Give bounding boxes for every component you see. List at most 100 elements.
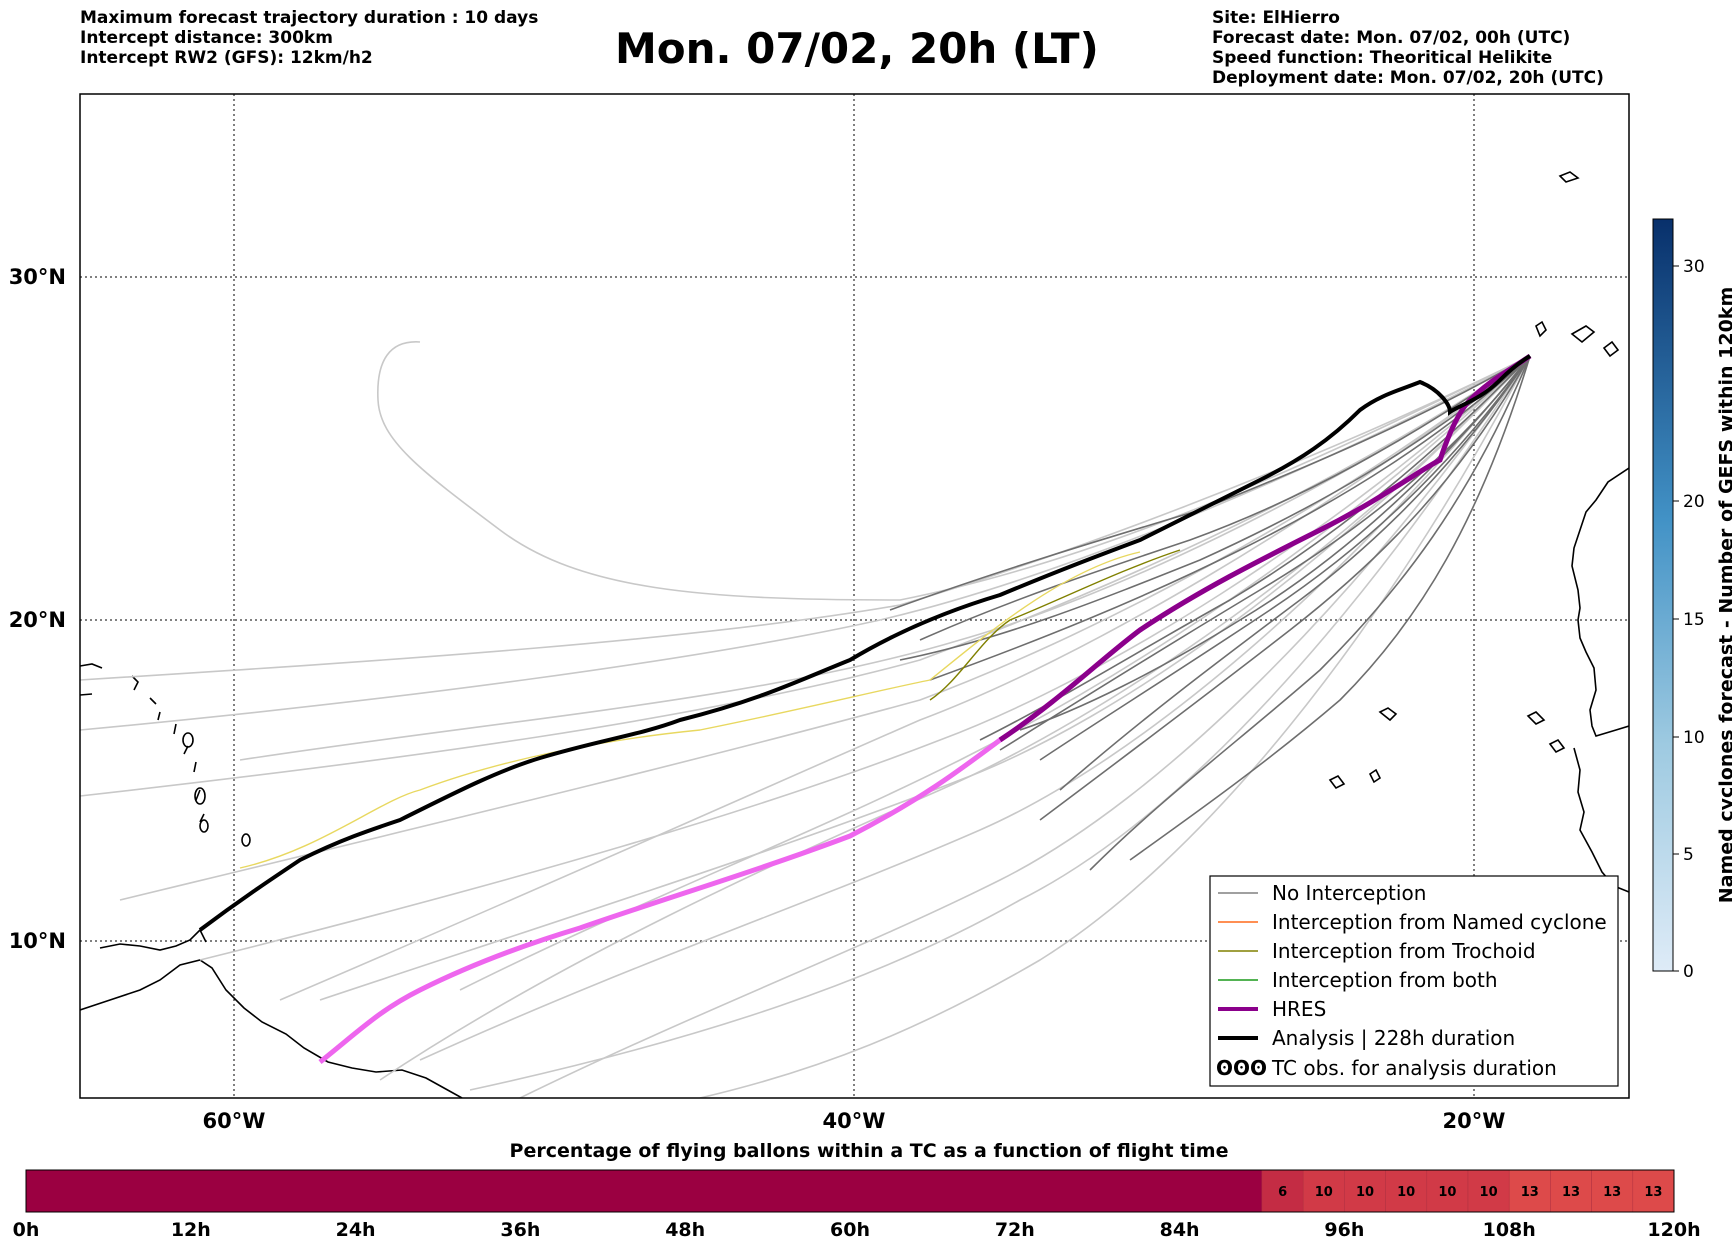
trajectory — [279, 355, 1531, 1001]
island-guadeloupe — [182, 732, 194, 748]
lat-tick-20n: 20°N — [9, 608, 66, 632]
trajectory — [1019, 355, 1531, 731]
flight-bar-segment — [1632, 1169, 1675, 1213]
flight-bar-value-label: 10 — [1480, 1185, 1498, 1200]
colorbar-tick-5: 5 — [1683, 845, 1694, 865]
flight-time-tick-label: 84h — [1160, 1219, 1200, 1241]
legend-swatch-tc-obs: ʘʘʘ — [1216, 1056, 1267, 1080]
trajectory — [1089, 355, 1531, 871]
legend-label-hres: HRES — [1272, 997, 1326, 1021]
flight-time-tick-label: 48h — [665, 1219, 705, 1241]
site-text: Site: ElHierro — [1212, 8, 1340, 28]
page-title: Mon. 07/02, 20h (LT) — [615, 24, 1099, 73]
bar-title: Percentage of flying ballons within a TC… — [510, 1140, 1229, 1162]
flight-time-bar-frame — [25, 1169, 1675, 1213]
flight-bar-value-label: 13 — [1562, 1185, 1580, 1200]
colorbar-ticks — [1673, 265, 1679, 972]
trajectory — [919, 355, 1531, 641]
island-cape-verde-5 — [1378, 707, 1398, 722]
venezuela-coast — [99, 928, 207, 951]
trajectory — [199, 355, 1531, 961]
trajectory — [929, 355, 1531, 681]
flight-time-tick-label: 0h — [13, 1219, 40, 1241]
flight-bar-segment — [1302, 1169, 1345, 1213]
trajectories-trochoid — [929, 549, 1181, 701]
header-left: Maximum forecast trajectory duration : 1… — [80, 8, 538, 68]
trajectory — [1039, 355, 1531, 761]
lesser-antilles — [131, 675, 205, 823]
legend-label-trochoid: Interception from Trochoid — [1272, 939, 1536, 963]
max-duration-text: Maximum forecast trajectory duration : 1… — [80, 8, 539, 28]
trajectory — [239, 355, 1531, 761]
puerto-rico-coast — [80, 663, 103, 696]
flight-bar-segment — [1385, 1169, 1428, 1213]
colorbar-gradient — [1652, 218, 1674, 972]
intercept-distance-text: Intercept distance: 300km — [80, 28, 333, 48]
map-frame — [79, 93, 1630, 1099]
forecast-date-text: Forecast date: Mon. 07/02, 00h (UTC) — [1212, 28, 1571, 48]
colorbar-label: Named cyclones forecast - Number of GEFS… — [1716, 287, 1732, 904]
trajectories-dark — [889, 355, 1531, 871]
legend-label-both: Interception from both — [1272, 968, 1498, 992]
lon-tick-40w: 40°W — [823, 1109, 886, 1133]
island-madeira — [1535, 320, 1547, 338]
island-azores — [1558, 171, 1580, 183]
flight-time-tick-label: 60h — [830, 1219, 870, 1241]
colorbar: 0 5 10 15 20 30 Named cyclones forecast … — [1652, 218, 1732, 982]
speed-function-text: Speed function: Theoritical Helikite — [1212, 48, 1553, 68]
trajectory — [999, 355, 1531, 751]
flight-time-tick-label: 36h — [500, 1219, 540, 1241]
trajectory — [419, 355, 1531, 1061]
island-canary — [1570, 325, 1596, 344]
flight-time-tick-label: 72h — [995, 1219, 1035, 1241]
flight-bar-value-label: 10 — [1397, 1185, 1415, 1200]
flight-bar-segment — [1550, 1169, 1592, 1213]
trajectory — [1039, 355, 1531, 821]
trajectory-trochoid — [929, 549, 1181, 701]
flight-bar-value-label: 13 — [1521, 1185, 1539, 1200]
flight-time-bar: 6 10 10 10 10 10 13 13 13 13 — [25, 1169, 1675, 1213]
colorbar-tick-0: 0 — [1683, 962, 1694, 982]
south-america-coast — [80, 959, 463, 1098]
intercept-rw2-text: Intercept RW2 (GFS): 12km/h2 — [80, 48, 373, 68]
flight-bar-value-label: 10 — [1356, 1185, 1374, 1200]
flight-time-tick-label: 120h — [1647, 1219, 1700, 1241]
trajectory — [469, 355, 1531, 1091]
africa-coast — [1571, 467, 1629, 737]
island-cape-verde-2 — [1548, 738, 1566, 754]
flight-bar-value-label: 6 — [1278, 1185, 1287, 1200]
lat-tick-30n: 30°N — [9, 265, 66, 289]
legend-label-named-cyclone: Interception from Named cyclone — [1272, 910, 1607, 934]
flight-time-ticks: 0h 12h 24h 36h 48h 60h 72h 84h 96h 108h 120h — [13, 1219, 1701, 1241]
legend-label-analysis: Analysis | 228h duration — [1272, 1026, 1515, 1050]
colorbar-tick-10: 10 — [1683, 728, 1705, 748]
flight-bar-segment — [1426, 1169, 1469, 1213]
lon-tick-20w: 20°W — [1443, 1109, 1506, 1133]
legend-label-no-interception: No Interception — [1272, 881, 1426, 905]
flight-bar-value-label: 13 — [1603, 1185, 1621, 1200]
island-tobago — [241, 833, 251, 847]
lon-tick-60w: 60°W — [203, 1109, 266, 1133]
flight-time-tick-label: 12h — [171, 1219, 211, 1241]
legend-box — [1209, 875, 1619, 1087]
flight-bar-segment — [1344, 1169, 1386, 1213]
trajectory — [1129, 355, 1531, 861]
trajectory — [1059, 355, 1531, 791]
island-cape-verde-1 — [1526, 711, 1546, 725]
coastlines — [80, 171, 1629, 1098]
trajectory — [119, 355, 1531, 901]
legend-label-tc-obs: TC obs. for analysis duration — [1271, 1056, 1557, 1080]
colorbar-tick-20: 20 — [1683, 492, 1705, 512]
island-barbados — [199, 819, 209, 833]
flight-time-tick-label: 108h — [1483, 1219, 1536, 1241]
legend: No Interception Interception from Named … — [1209, 875, 1619, 1087]
trajectory — [699, 355, 1531, 1098]
island-cape-verde-3 — [1328, 774, 1346, 790]
trajectory — [899, 355, 1531, 661]
colorbar-tick-30: 30 — [1683, 257, 1705, 277]
trajectories-yellow — [239, 551, 1141, 869]
header-right: Site: ElHierro Forecast date: Mon. 07/02… — [1212, 8, 1604, 88]
flight-bar-segment — [25, 1169, 1263, 1213]
trajectory-yellow — [239, 551, 1141, 869]
